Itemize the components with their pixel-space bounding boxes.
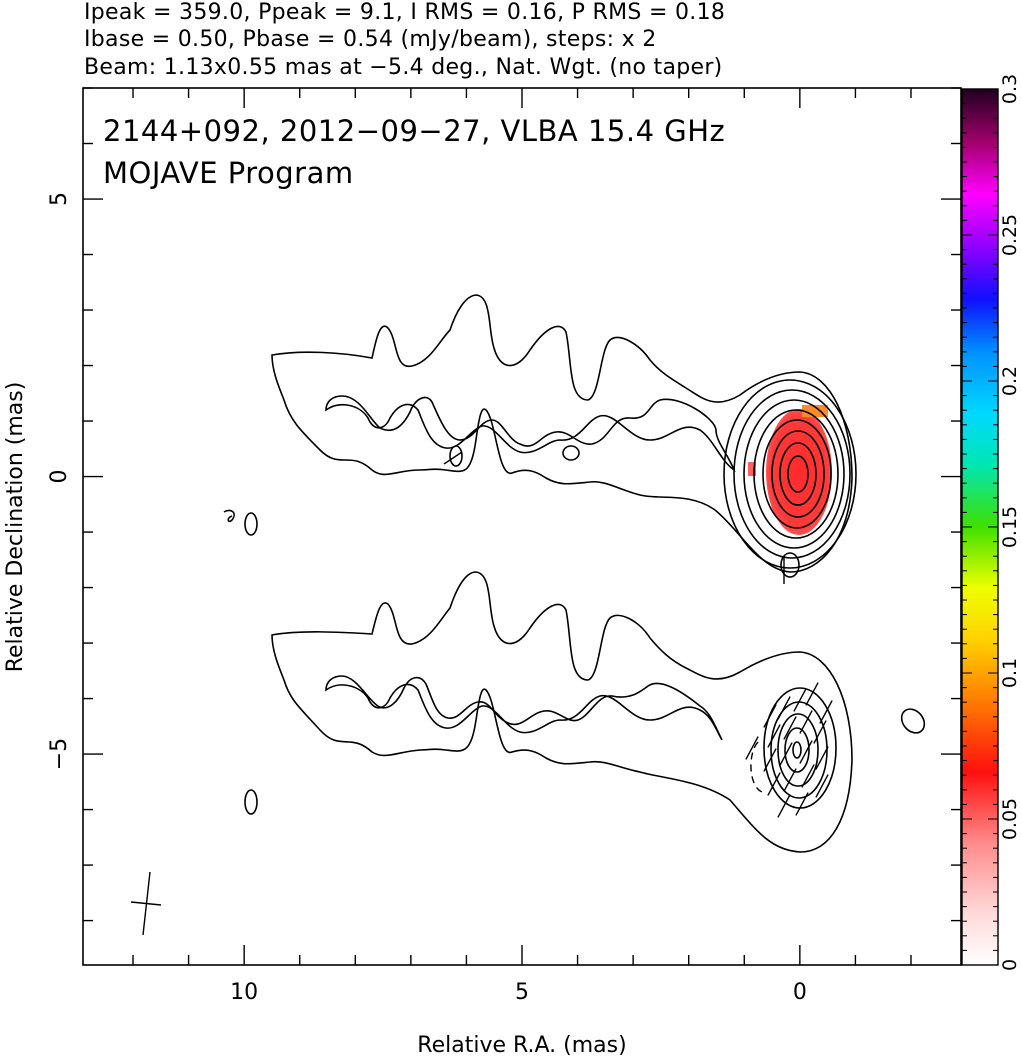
y-axis-ticks: 5 0 −5 <box>47 87 961 922</box>
core-tail-blob <box>780 552 800 578</box>
evpa-tick <box>777 696 791 720</box>
blob-lower-1 <box>900 708 926 734</box>
chart-subtitle: MOJAVE Program <box>103 156 354 190</box>
core-contour-3 <box>743 399 845 549</box>
header-line-1: Ipeak = 359.0, Ppeak = 9.1, I RMS = 0.16… <box>84 0 725 25</box>
evpa-vectors <box>745 682 833 818</box>
upper-panel <box>223 294 857 584</box>
lower-jet-outer-contour <box>271 571 853 853</box>
blob-lower-2 <box>244 789 258 815</box>
colorbar-tick-label: 0.25 <box>999 214 1021 256</box>
header-line-2: Ibase = 0.50, Pbase = 0.54 (mJy/beam), s… <box>84 27 657 52</box>
core-contour-4 <box>753 409 839 539</box>
lower-panel <box>244 571 926 853</box>
colorbar-ticks: 0 0.05 0.1 0.15 0.2 0.25 0.3 <box>962 74 1021 971</box>
evpa-tick <box>805 682 819 706</box>
jet-inner-contour <box>325 395 736 473</box>
evpa-tick <box>767 724 781 748</box>
evpa-tick <box>799 710 813 734</box>
evpa-tick <box>745 736 759 760</box>
core-contour-1 <box>723 379 857 569</box>
y-tick-label: −5 <box>47 738 72 770</box>
x-axis-label: Relative R.A. (mas) <box>417 1033 626 1058</box>
evpa-tick <box>779 742 793 766</box>
x-tick-label: 5 <box>515 980 529 1005</box>
pol-contour-3 <box>777 713 819 787</box>
y-axis-label: Relative Declination (mas) <box>3 382 28 673</box>
y-tick-label: 5 <box>47 192 72 206</box>
evpa-tick <box>813 720 827 744</box>
chart-title: 2144+092, 2012−09−27, VLBA 15.4 GHz <box>103 114 725 148</box>
evpa-tick <box>777 794 791 818</box>
colorbar-tick-label: 0 <box>999 959 1021 971</box>
colorbar-tick-label: 0.2 <box>999 366 1021 396</box>
pol-dashed-contour <box>750 741 763 793</box>
evpa-tick <box>799 740 813 764</box>
blob-upper-1 <box>562 445 580 461</box>
evpa-tick <box>763 748 777 772</box>
blob-upper-4 <box>223 509 235 523</box>
core-contour-6 <box>771 430 825 518</box>
blob-upper-2-tick <box>443 451 463 465</box>
evpa-tick <box>815 774 829 798</box>
core-contour-2 <box>733 389 851 559</box>
core-contour-8 <box>787 455 809 493</box>
jet-outer-contour <box>271 294 853 573</box>
pol-contour-4 <box>784 727 810 773</box>
pol-contour-5 <box>792 741 802 759</box>
evpa-tick <box>795 792 809 816</box>
evpa-tick <box>767 772 781 796</box>
colorbar-tick-label: 0.3 <box>999 74 1021 104</box>
polarization-edge-patch <box>748 462 756 476</box>
evpa-tick <box>801 764 815 788</box>
colorbar-tick-label: 0.05 <box>999 798 1021 840</box>
blob-upper-2 <box>449 445 463 467</box>
evpa-tick <box>783 716 797 740</box>
evpa-tick <box>763 704 777 728</box>
beam-cross <box>130 871 162 936</box>
evpa-tick <box>793 688 807 712</box>
x-tick-label: 0 <box>793 980 807 1005</box>
evpa-tick <box>815 746 829 770</box>
y-tick-label: 0 <box>47 470 72 484</box>
polarization-orange-patch <box>802 405 828 417</box>
core-contour-7 <box>779 442 817 506</box>
blob-upper-3 <box>244 512 258 536</box>
colorbar-tick-label: 0.1 <box>999 658 1021 688</box>
colorbar-tick-label: 0.15 <box>999 506 1021 548</box>
evpa-tick <box>783 768 797 792</box>
header-line-3: Beam: 1.13x0.55 mas at −5.4 deg., Nat. W… <box>84 55 723 80</box>
x-tick-label: 10 <box>230 980 258 1005</box>
evpa-tick <box>819 700 833 724</box>
x-axis-ticks: 10 5 0 <box>132 88 912 1005</box>
lower-jet-inner-contour <box>325 675 723 741</box>
core-contour-5 <box>762 419 832 529</box>
